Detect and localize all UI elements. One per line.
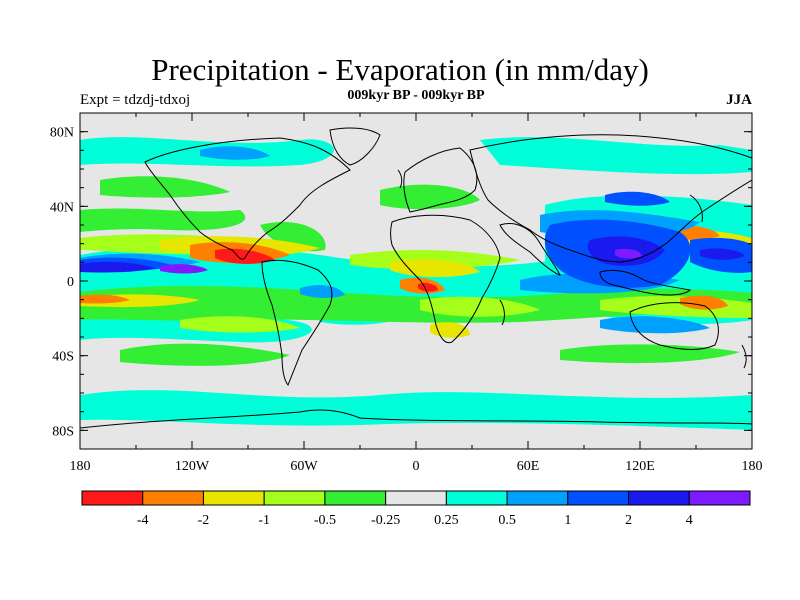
coast-madagascar — [499, 299, 505, 326]
coast-antarctica — [80, 409, 752, 429]
lon-label: 60W — [290, 459, 318, 474]
map-subtitle: 009kyr BP - 009kyr BP — [347, 88, 485, 103]
colorbar-label: 2 — [625, 513, 632, 528]
field-patch-purple — [160, 248, 642, 274]
coast-british-isles — [397, 169, 403, 189]
lat-label: 0 — [67, 275, 74, 290]
colorbar-swatch — [628, 490, 690, 506]
colorbar-swatch — [567, 490, 630, 506]
lat-label: 80N — [50, 126, 74, 141]
lon-label: 180 — [70, 459, 91, 474]
colorbar: -4 -2 -1 -0.5 -0.25 0.25 0.5 1 2 4 — [81, 490, 751, 528]
colorbar-label: 0.25 — [434, 513, 459, 528]
colorbar-swatch — [81, 490, 144, 506]
season-label: JJA — [726, 92, 752, 108]
colorbar-swatch — [445, 490, 508, 506]
colorbar-swatch — [142, 490, 204, 506]
coastlines — [80, 127, 752, 429]
precip-field — [80, 127, 752, 430]
colorbar-swatch — [263, 490, 326, 506]
colorbar-swatch — [385, 490, 447, 506]
lat-label: 40S — [52, 350, 74, 365]
coast-asia — [469, 134, 752, 263]
colorbar-label: 4 — [686, 513, 693, 528]
axis-ticks — [79, 112, 753, 450]
lon-label: 180 — [742, 459, 763, 474]
colorbar-swatch — [324, 490, 387, 506]
colorbar-label: -4 — [137, 513, 149, 528]
coast-south-america — [261, 259, 333, 386]
colorbar-swatch — [688, 490, 751, 506]
coast-north-america — [144, 137, 351, 260]
coast-japan — [689, 194, 703, 223]
coast-africa — [390, 214, 501, 344]
colorbar-label: -0.25 — [371, 513, 400, 528]
coast-europe — [403, 147, 478, 213]
map-title: Precipitation - Evaporation (in mm/day) — [151, 52, 649, 87]
coast-australia — [629, 302, 719, 350]
lat-label: 80S — [52, 424, 74, 439]
lon-label: 120E — [625, 459, 655, 474]
experiment-label: Expt = tdzdj-tdxoj — [80, 92, 191, 108]
lon-label: 120W — [175, 459, 210, 474]
lat-label: 40N — [50, 200, 74, 215]
lon-label: 0 — [413, 459, 420, 474]
coast-arabia-india — [499, 223, 562, 276]
colorbar-swatch — [506, 490, 569, 506]
lon-label: 60E — [517, 459, 540, 474]
colorbar-swatch — [202, 490, 265, 506]
colorbar-label: -1 — [258, 513, 270, 528]
axis-labels: 80N 40N 0 40S 80S 180 120W 60W 0 60E 120E 180 — [50, 126, 763, 474]
colorbar-label: 0.5 — [498, 513, 516, 528]
coast-maritime — [599, 269, 692, 296]
colorbar-label: -0.5 — [314, 513, 336, 528]
field-patch-green — [80, 176, 752, 366]
colorbar-label: -2 — [198, 513, 210, 528]
coast-greenland — [329, 127, 381, 166]
colorbar-label: 1 — [564, 513, 571, 528]
